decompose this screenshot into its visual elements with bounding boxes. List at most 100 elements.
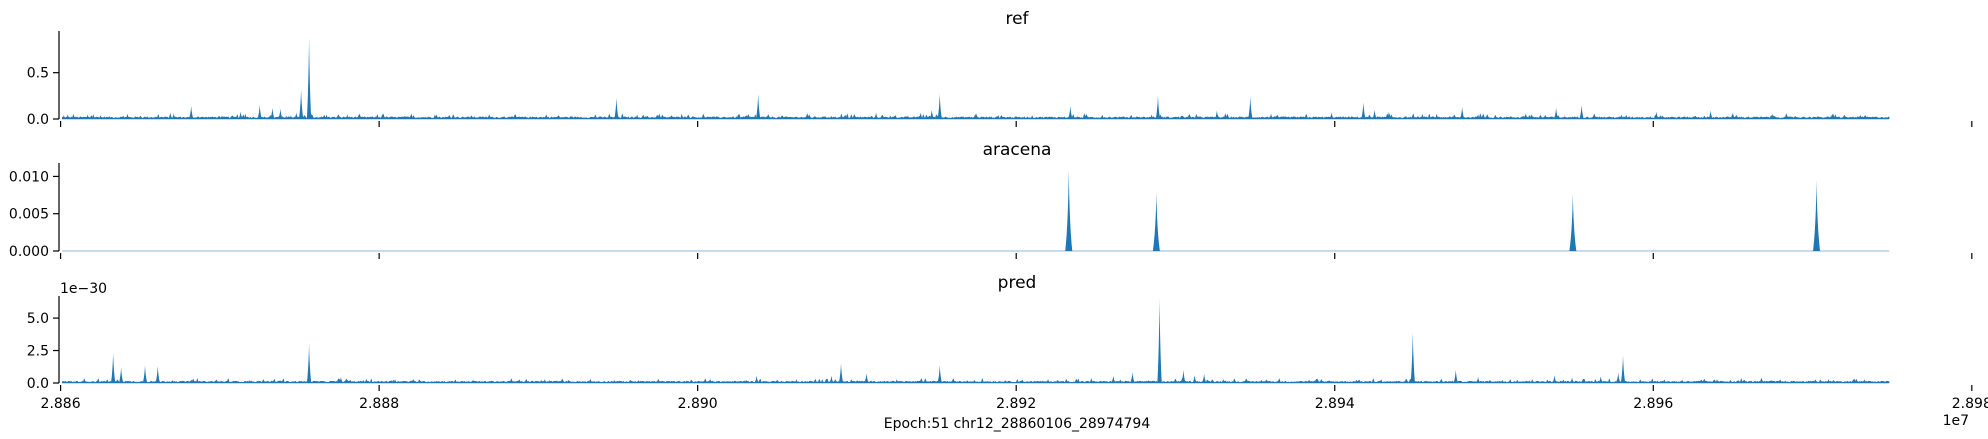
signal-peak — [85, 114, 90, 119]
x-axis: 1e7 Epoch:51 chr12_28860106_28974794 — [884, 413, 1969, 432]
signal-peak — [679, 113, 684, 119]
aracena-panel: aracena 0.000 0.005 0.010 — [9, 140, 1973, 260]
signal-peak — [1111, 375, 1116, 383]
signal-peak — [1361, 102, 1366, 119]
signal-peak — [1759, 377, 1764, 383]
panel-title-pred: pred — [998, 273, 1037, 293]
ref-panel: ref 0.0 0.5 — [27, 9, 1973, 128]
signal-peak — [1598, 376, 1603, 383]
signal-peak — [1201, 373, 1207, 383]
signal-peak — [1192, 375, 1197, 383]
x-tick-label: 2.894 — [1315, 396, 1355, 412]
x-tick-label: 2.896 — [1633, 396, 1673, 412]
signal-peak — [1530, 379, 1535, 383]
signal-peak — [806, 114, 812, 119]
signal-peak — [1155, 95, 1161, 119]
signal-area-pred — [61, 377, 1890, 384]
signal-peak — [1730, 112, 1736, 119]
signal-peak — [1065, 169, 1073, 251]
signal-peak — [61, 115, 66, 119]
signal-peak — [1410, 332, 1415, 383]
signal-peak — [918, 112, 923, 119]
signal-peak — [1459, 106, 1465, 119]
signal-peak — [864, 373, 869, 383]
signal-peak — [155, 366, 160, 383]
signal-peak — [1553, 107, 1559, 119]
signal-peak — [1569, 377, 1575, 383]
signal-peak — [1268, 113, 1274, 119]
signal-peak — [1214, 110, 1220, 119]
signal-peak — [71, 113, 76, 119]
x-tick-label: 2.898 — [1952, 396, 1988, 412]
signal-peak — [542, 379, 547, 383]
signal-peak — [929, 109, 934, 119]
y-tick-label: 0.010 — [9, 169, 49, 185]
signal-peak — [937, 93, 942, 119]
signal-peak — [1372, 109, 1377, 119]
signal-peak — [188, 106, 194, 119]
signal-peak — [1084, 114, 1089, 119]
y-tick-label: 0.0 — [27, 376, 49, 392]
signal-peak — [306, 37, 312, 120]
y-offset-label: 1e−30 — [60, 281, 107, 297]
x-tick-label: 2.890 — [678, 396, 718, 412]
signal-peak — [1420, 113, 1425, 119]
signal-peak — [1453, 370, 1458, 383]
signal-peak — [1386, 111, 1392, 119]
signal-peak — [1826, 379, 1831, 383]
signal-peak — [294, 112, 299, 119]
signal-peak — [829, 375, 834, 383]
x-tick-label: 2.886 — [41, 396, 81, 412]
signal-peak — [1654, 111, 1659, 119]
signal-peak — [1770, 113, 1775, 119]
y-tick-label: 5.0 — [27, 311, 49, 327]
signal-peak — [142, 365, 148, 383]
signal-peak — [974, 113, 979, 119]
signal-peak — [1620, 355, 1626, 383]
signal-peak — [873, 112, 879, 119]
signal-peak — [125, 113, 130, 119]
signal-peak — [298, 89, 304, 119]
signal-peak — [1149, 114, 1154, 119]
signal-peak — [1181, 370, 1186, 383]
y-tick-label: 2.5 — [27, 344, 49, 360]
signal-peak — [257, 105, 262, 119]
signal-peak — [1157, 298, 1162, 383]
signal-peak — [118, 367, 124, 383]
signal-peak — [1130, 371, 1135, 383]
signal-peak — [1276, 379, 1282, 383]
signal-peak — [345, 114, 350, 119]
signal-peak — [98, 115, 103, 119]
signal-peak — [270, 107, 275, 119]
signal-peak — [1221, 379, 1226, 383]
signal-peak — [937, 365, 942, 383]
x-offset-label: 1e7 — [1943, 413, 1969, 429]
signal-peak — [1248, 96, 1253, 119]
signal-peak — [243, 113, 248, 119]
panel-title-aracena: aracena — [983, 140, 1052, 160]
signal-peak — [1475, 114, 1481, 119]
signal-peak — [838, 363, 844, 383]
y-tick-label: 0.005 — [9, 207, 49, 223]
signal-peak — [278, 108, 283, 119]
signal-peak — [1523, 113, 1529, 119]
signal-peak — [1579, 105, 1584, 119]
signal-peak — [338, 377, 344, 383]
signal-peak — [1152, 192, 1160, 251]
signal-peak — [380, 113, 385, 119]
signal-peak — [512, 114, 517, 119]
signal-peak — [1029, 115, 1035, 119]
signal-peak — [794, 379, 799, 383]
x-tick-label: 2.892 — [996, 396, 1036, 412]
signal-peak — [754, 375, 759, 383]
x-tick-label: 2.888 — [359, 396, 399, 412]
signal-peak — [324, 114, 329, 119]
signal-peak — [1329, 112, 1334, 119]
x-axis-label: Epoch:51 chr12_28860106_28974794 — [884, 416, 1151, 432]
signal-peak — [1068, 106, 1073, 119]
signal-peak — [392, 379, 398, 383]
signal-peak — [171, 113, 176, 119]
signal-peak — [1045, 379, 1051, 383]
y-tick-label: 0.5 — [27, 66, 49, 82]
